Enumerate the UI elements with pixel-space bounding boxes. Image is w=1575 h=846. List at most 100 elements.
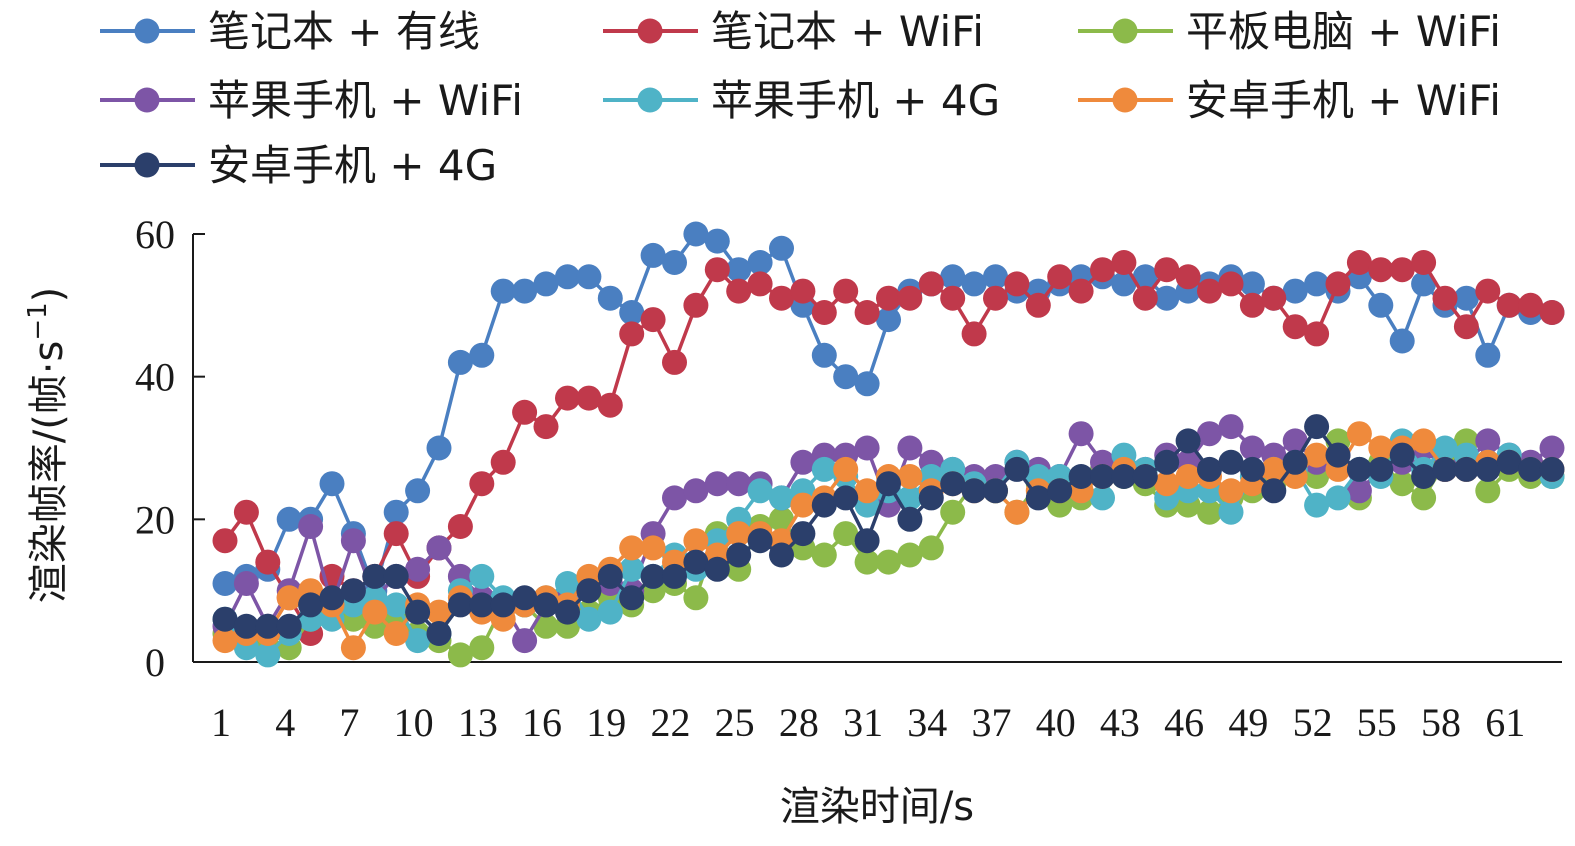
data-point <box>747 250 773 275</box>
data-point <box>1090 257 1115 283</box>
data-point <box>1475 278 1501 304</box>
data-point <box>490 278 516 304</box>
data-point <box>683 292 709 318</box>
data-point <box>1518 292 1544 318</box>
data-point <box>876 285 901 311</box>
data-point <box>1346 456 1372 482</box>
x-tick-label: 1 <box>211 700 231 745</box>
data-point <box>662 250 687 275</box>
data-point <box>811 456 837 482</box>
x-tick-label: 28 <box>779 700 819 745</box>
y-axis-title-close: ) <box>26 287 72 303</box>
legend-item: 安卓手机 + 4G <box>100 141 497 190</box>
data-point <box>1304 321 1330 347</box>
data-point <box>447 349 473 375</box>
data-point <box>854 300 880 325</box>
data-point <box>683 528 709 554</box>
legend: 笔记本 + 有线 笔记本 + WiFi 平板电脑 + WiFi 苹果手机 + WiFi… <box>100 7 1501 190</box>
data-point <box>533 414 559 440</box>
legend-swatch-marker <box>1112 87 1138 113</box>
data-point <box>619 535 645 561</box>
data-point <box>1325 485 1351 511</box>
data-point <box>790 492 816 518</box>
data-point <box>340 528 366 554</box>
data-point <box>1282 428 1308 454</box>
data-point <box>704 257 730 283</box>
data-point <box>383 499 409 525</box>
data-point <box>1368 435 1394 461</box>
data-point <box>983 285 1008 311</box>
legend-swatch-marker <box>1112 18 1138 44</box>
x-tick-label: 19 <box>586 700 626 745</box>
data-point <box>1111 250 1137 275</box>
data-point <box>811 492 837 518</box>
data-point <box>619 300 645 325</box>
x-tick-label: 43 <box>1100 700 1140 745</box>
x-tick-label: 16 <box>522 700 562 745</box>
data-point <box>833 456 859 482</box>
data-point <box>619 321 645 347</box>
data-point <box>961 478 987 504</box>
data-point <box>576 385 602 411</box>
data-point <box>490 449 516 475</box>
data-point <box>298 592 324 618</box>
data-point <box>447 592 473 618</box>
data-point <box>833 364 859 390</box>
data-point <box>426 599 452 625</box>
data-point <box>1197 456 1222 482</box>
x-axis-ticks: 1 4 7 10 13 16 19 22 25 28 31 34 37 40 43 46 49 52 55 58 61 <box>211 700 1525 745</box>
data-point <box>1389 328 1415 354</box>
data-point <box>490 592 516 618</box>
data-point <box>426 621 452 646</box>
data-point <box>811 542 837 568</box>
data-point <box>918 485 944 511</box>
data-point <box>683 549 709 575</box>
data-point <box>447 642 473 668</box>
data-point <box>1304 442 1330 468</box>
data-point <box>1261 456 1287 482</box>
data-point <box>790 521 816 547</box>
data-point <box>662 563 687 589</box>
data-point <box>555 571 580 596</box>
data-point <box>983 478 1008 504</box>
data-point <box>1261 285 1287 311</box>
data-point <box>769 506 794 532</box>
data-point <box>961 271 987 297</box>
data-point <box>1325 271 1351 297</box>
data-point <box>1282 314 1308 340</box>
x-tick-label: 52 <box>1293 700 1333 745</box>
data-point <box>811 342 837 368</box>
data-point <box>1304 492 1330 518</box>
data-point <box>726 257 752 283</box>
y-tick-label: 20 <box>135 497 175 542</box>
data-point <box>1368 257 1394 283</box>
data-point <box>811 300 837 325</box>
data-point <box>405 478 431 504</box>
data-point <box>1453 456 1479 482</box>
legend-swatch-marker <box>134 18 160 44</box>
x-tick-label: 58 <box>1421 700 1461 745</box>
data-point <box>1496 449 1522 475</box>
data-point <box>854 435 880 461</box>
data-point <box>1261 478 1287 504</box>
data-point <box>426 535 452 561</box>
data-point <box>940 264 966 290</box>
data-point <box>1346 478 1372 504</box>
data-point <box>1453 314 1479 340</box>
legend-label: 苹果手机 + WiFi <box>208 76 523 125</box>
data-point <box>1154 471 1180 497</box>
data-point <box>1346 250 1372 275</box>
data-point <box>362 599 388 625</box>
data-point <box>233 499 259 525</box>
data-point <box>1068 421 1094 447</box>
data-point <box>769 235 794 261</box>
data-point <box>1539 435 1565 461</box>
legend-item: 笔记本 + WiFi <box>603 7 984 56</box>
data-point <box>1304 414 1330 440</box>
data-point <box>1132 285 1158 311</box>
data-point <box>704 228 730 254</box>
data-point <box>897 464 923 489</box>
data-point <box>233 613 259 639</box>
x-tick-label: 55 <box>1357 700 1397 745</box>
